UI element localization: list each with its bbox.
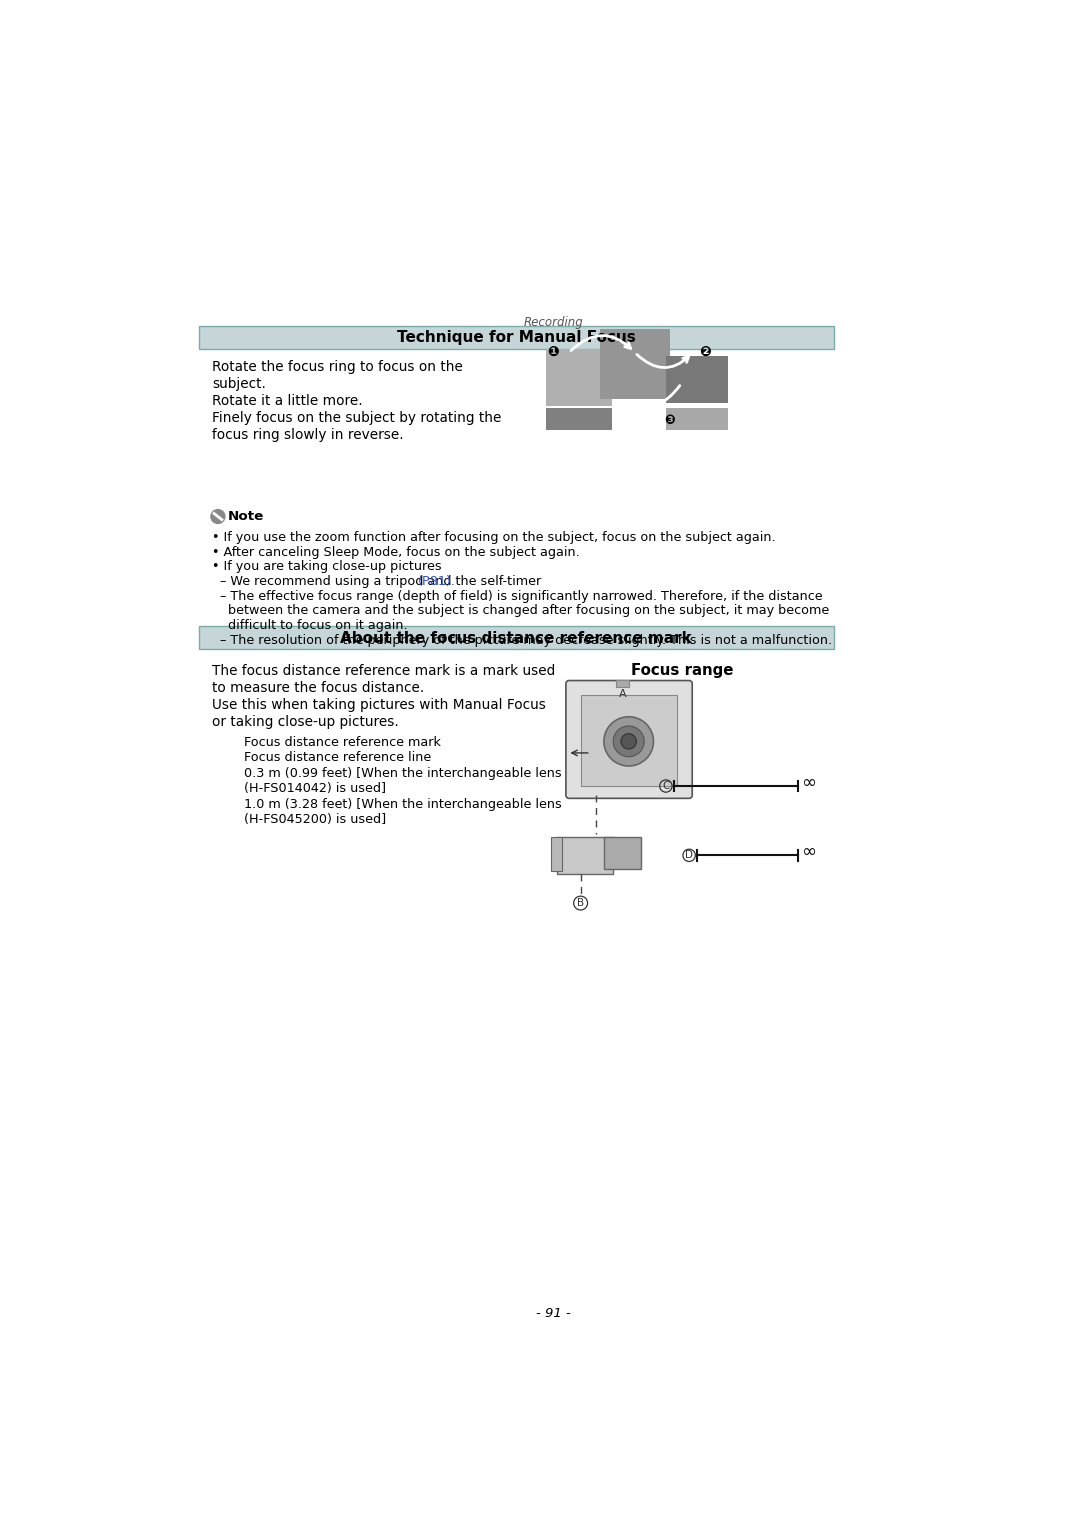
Text: (H-FS045200) is used]: (H-FS045200) is used] <box>243 813 386 826</box>
Text: – The resolution of the periphery of the picture may decrease slightly. This is : – The resolution of the periphery of the… <box>213 633 833 647</box>
Bar <box>666 357 728 403</box>
Bar <box>666 407 728 429</box>
Text: The focus distance reference mark is a mark used: The focus distance reference mark is a m… <box>213 664 556 679</box>
Circle shape <box>621 734 636 749</box>
Text: Note: Note <box>228 510 265 523</box>
Text: 1.0 m (3.28 feet) [When the interchangeable lens: 1.0 m (3.28 feet) [When the interchangea… <box>243 798 562 810</box>
Text: difficult to focus on it again.: difficult to focus on it again. <box>213 620 408 632</box>
Circle shape <box>213 511 224 522</box>
Bar <box>199 325 834 348</box>
Text: A: A <box>619 688 627 699</box>
Text: (P81).: (P81). <box>418 575 456 588</box>
Text: or taking close-up pictures.: or taking close-up pictures. <box>213 716 400 729</box>
Bar <box>557 836 613 874</box>
Bar <box>581 696 677 786</box>
Text: ❷: ❷ <box>699 345 711 359</box>
Text: 0.3 m (0.99 feet) [When the interchangeable lens: 0.3 m (0.99 feet) [When the interchangea… <box>243 766 562 780</box>
Text: D: D <box>685 850 693 861</box>
Bar <box>199 626 834 649</box>
Circle shape <box>604 717 653 766</box>
FancyBboxPatch shape <box>566 681 692 798</box>
Text: - 91 -: - 91 - <box>536 1308 571 1320</box>
Text: Use this when taking pictures with Manual Focus: Use this when taking pictures with Manua… <box>213 699 546 713</box>
Bar <box>545 407 611 429</box>
Circle shape <box>613 726 644 757</box>
Text: About the focus distance reference mark: About the focus distance reference mark <box>340 630 692 645</box>
Bar <box>551 836 562 871</box>
Text: – We recommend using a tripod and the self-timer: – We recommend using a tripod and the se… <box>213 575 545 588</box>
Text: Recording: Recording <box>524 316 583 328</box>
Text: ❶: ❶ <box>548 345 559 359</box>
Bar <box>600 330 670 398</box>
Bar <box>604 836 642 870</box>
Text: Focus distance reference mark: Focus distance reference mark <box>243 736 441 749</box>
Text: Rotate the focus ring to focus on the: Rotate the focus ring to focus on the <box>213 360 463 374</box>
Bar <box>545 348 611 406</box>
Text: C: C <box>662 781 670 790</box>
Text: ∞: ∞ <box>801 844 816 861</box>
Circle shape <box>211 510 225 523</box>
Text: ❸: ❸ <box>664 414 675 427</box>
Text: • If you use the zoom function after focusing on the subject, focus on the subje: • If you use the zoom function after foc… <box>213 531 777 545</box>
Text: focus ring slowly in reverse.: focus ring slowly in reverse. <box>213 427 404 443</box>
Text: Technique for Manual Focus: Technique for Manual Focus <box>397 331 636 345</box>
Text: to measure the focus distance.: to measure the focus distance. <box>213 681 424 696</box>
Text: subject.: subject. <box>213 377 267 391</box>
Text: Focus distance reference line: Focus distance reference line <box>243 751 431 765</box>
Text: • After canceling Sleep Mode, focus on the subject again.: • After canceling Sleep Mode, focus on t… <box>213 546 580 559</box>
Text: Focus range: Focus range <box>631 662 733 678</box>
Text: – The effective focus range (depth of field) is significantly narrowed. Therefor: – The effective focus range (depth of fi… <box>213 589 823 603</box>
Text: (H-FS014042) is used]: (H-FS014042) is used] <box>243 783 386 795</box>
Text: between the camera and the subject is changed after focusing on the subject, it : between the camera and the subject is ch… <box>213 604 829 618</box>
Text: B: B <box>577 899 584 908</box>
Text: • If you are taking close-up pictures: • If you are taking close-up pictures <box>213 560 442 574</box>
Bar <box>616 679 630 688</box>
Text: Finely focus on the subject by rotating the: Finely focus on the subject by rotating … <box>213 410 502 426</box>
Text: ∞: ∞ <box>801 774 816 792</box>
Text: Rotate it a little more.: Rotate it a little more. <box>213 394 363 407</box>
